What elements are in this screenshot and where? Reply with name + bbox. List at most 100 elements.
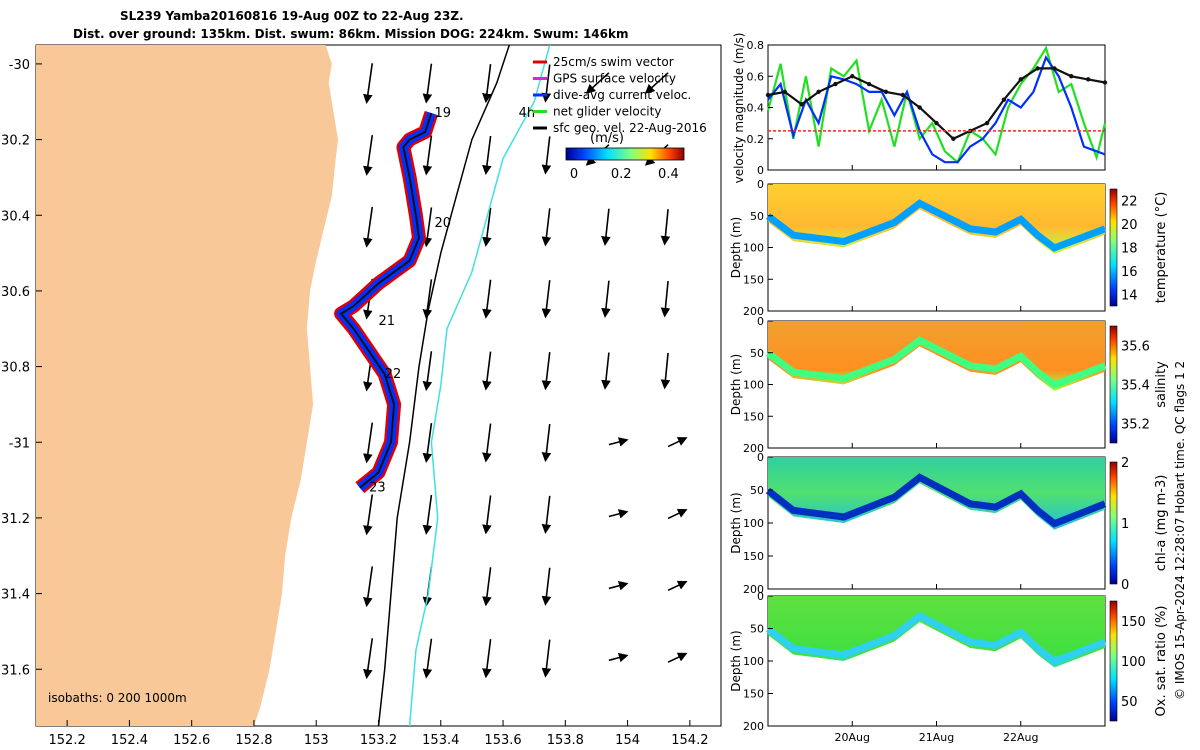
sfc-geo-arrow [541, 352, 552, 391]
velocity-y-tick-label: 0 [757, 164, 764, 177]
sfc-geo-arrow [363, 638, 374, 680]
sfc-geo-arrow [363, 422, 374, 464]
sfc-geo-arrow [541, 280, 552, 319]
section-x-tick-label: 20Aug [835, 731, 870, 744]
section-colorbar-tick-label: 150 [1121, 615, 1146, 630]
map-y-tick-label: 31.6 [1, 663, 30, 678]
section-y-tick-label: 200 [743, 305, 764, 318]
chl-a-panel: 0 50 100 150 200 Depth (m) 0 1 2 chl-a (mg m-3) [729, 451, 1169, 596]
sfc-geo-arrow [422, 279, 433, 320]
day-label: 23 [369, 481, 386, 496]
section-y-tick-label: 0 [757, 178, 764, 191]
section-colorbar-tick-label: 35.2 [1121, 418, 1150, 433]
velocity-point [866, 81, 872, 87]
section-y-tick-label: 100 [743, 655, 764, 668]
isobath-200 [377, 45, 511, 726]
section-y-tick-label: 150 [743, 550, 764, 563]
section-colorbar-tick-label: 1 [1121, 517, 1129, 532]
glider-track [339, 112, 433, 489]
sfc-geo-arrow [363, 494, 374, 536]
section-colorbar-tick-label: 14 [1121, 288, 1138, 303]
map-y-tick-label: 30.2 [1, 134, 30, 149]
day-label: 19 [435, 106, 452, 121]
sfc-geo-arrow [482, 351, 492, 391]
section-ylabel: Depth (m) [729, 630, 743, 691]
section-colorbar-tick-label: 18 [1121, 242, 1138, 257]
map-x-tick-label: 153.6 [484, 733, 521, 748]
section-deep-band [765, 336, 1107, 389]
colorbar-tick-label: 0.4 [658, 167, 679, 182]
map-x-tick-label: 154.2 [671, 733, 708, 748]
legend-label: GPS surface velocity [553, 72, 676, 86]
section-colorbar-label: Ox. sat. ratio (%) [1154, 606, 1169, 717]
section-y-tick-label: 150 [743, 410, 764, 423]
velocity-y-tick-label: 0.4 [747, 102, 765, 115]
map-x-tick-label: 154 [615, 733, 640, 748]
section-colorbar-tick-label: 100 [1121, 655, 1146, 670]
sfc-geo-arrow [482, 639, 492, 679]
speed-colorbar [565, 147, 685, 161]
section-ylabel: Depth (m) [729, 217, 743, 278]
sfc-geo-arrow [482, 135, 492, 176]
section-deep-band [765, 611, 1107, 666]
sfc-geo-arrow [667, 652, 688, 663]
land-area [36, 45, 338, 726]
oxygen-panel: 0 50 100 150 200 Depth (m) 50 100 150 Ox. sat. ra… [729, 590, 1169, 744]
velocity-point [816, 89, 821, 95]
velocity-point [1102, 80, 1108, 85]
copyright-note: © IMOS 15-Apr-2024 12:28:07 Hobart time.… [1173, 361, 1187, 700]
velocity-point [917, 105, 922, 110]
sfc-geo-arrow [482, 423, 492, 463]
section-y-tick-label: 50 [750, 623, 764, 636]
velocity-point [1069, 74, 1074, 79]
sfc-geo-arrow [660, 209, 671, 246]
sfc-geo-arrow [541, 495, 552, 534]
velocity-y-tick-label: 0.6 [747, 70, 765, 83]
velocity-point [833, 81, 838, 87]
map-x-tick-label: 152.2 [49, 733, 86, 748]
day-label: 21 [379, 314, 396, 329]
velocity-point [1001, 97, 1007, 102]
sfc-geo-arrow [660, 281, 671, 318]
map-x-tick-label: 153 [304, 733, 329, 748]
day-label: 4h [519, 106, 536, 121]
map-x-tick-label: 152.8 [235, 733, 272, 748]
velocity-point [900, 92, 905, 98]
section-colorbar-tick-label: 20 [1121, 218, 1138, 233]
sfc-geo-arrow [482, 64, 492, 104]
map-x-tick-label: 152.4 [111, 733, 148, 748]
velocity-y-tick-label: 0.2 [747, 133, 765, 146]
legend-label: dive-avg current veloc. [553, 88, 691, 102]
section-y-tick-label: 150 [743, 688, 764, 701]
velocity-point [1085, 77, 1091, 82]
velocity-point [782, 89, 788, 95]
section-deep-band [765, 199, 1107, 252]
sfc-geo-arrow [482, 279, 492, 319]
sfc-geo-arrow [422, 494, 433, 535]
sfc-geo-arrow [422, 135, 433, 176]
sfc-geo-arrow [667, 580, 688, 592]
salinity-panel: 0 50 100 150 200 Depth (m) 35.2 35.4 35.6 salinit… [729, 315, 1169, 455]
sfc-geo-arrow [644, 72, 669, 94]
velocity-point [1018, 77, 1023, 82]
section-colorbar-tick-label: 22 [1121, 195, 1138, 210]
section-y-tick-label: 100 [743, 242, 764, 255]
section-deep-band [765, 473, 1107, 528]
map-y-tick-label: -30 [9, 58, 30, 73]
sfc-geo-arrow [601, 208, 611, 247]
sfc-geo-arrow [422, 638, 433, 679]
sfc-geo-arrow [608, 437, 629, 447]
sfc-geo-arrow [608, 652, 629, 663]
section-y-tick-label: 200 [743, 442, 764, 455]
section-colorbar-tick-label: 50 [1121, 695, 1138, 710]
sfc-geo-arrow [422, 63, 433, 104]
day-label: 20 [435, 216, 452, 231]
velocity-point [850, 74, 855, 79]
sfc-geo-arrow [601, 352, 611, 390]
sfc-geo-arrow [660, 352, 671, 390]
velocity-series [766, 45, 1107, 165]
section-y-tick-label: 200 [743, 583, 764, 596]
map-x-tick-label: 153.2 [360, 733, 397, 748]
figure-title-line2: Dist. over ground: 135km. Dist. swum: 86… [73, 27, 629, 41]
